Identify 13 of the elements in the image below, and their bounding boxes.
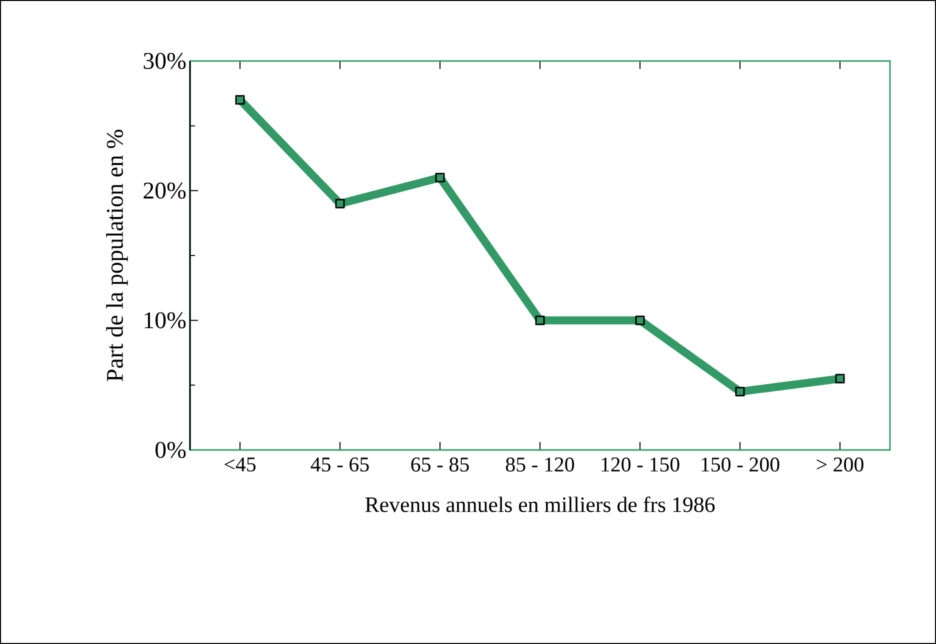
x-axis-title: Revenus annuels en milliers de frs 1986: [365, 496, 715, 512]
x-tick-label: 45 - 65: [310, 457, 369, 472]
y-axis-title: Part de la population en %: [106, 130, 128, 382]
x-tick-label: > 200: [816, 458, 864, 472]
y-tick-label: 20%: [144, 182, 186, 199]
y-tick-label: 30%: [144, 52, 186, 70]
y-tick-label: 10%: [144, 312, 186, 328]
y-tick-label: 0%: [156, 442, 186, 458]
x-tick-label: 85 - 120: [506, 458, 574, 472]
x-tick-label: <45: [224, 458, 256, 472]
x-tick-label: 120 - 150: [602, 458, 680, 472]
x-tick-label: 65 - 85: [411, 458, 469, 472]
x-tick-label: 150 - 200: [702, 458, 780, 472]
